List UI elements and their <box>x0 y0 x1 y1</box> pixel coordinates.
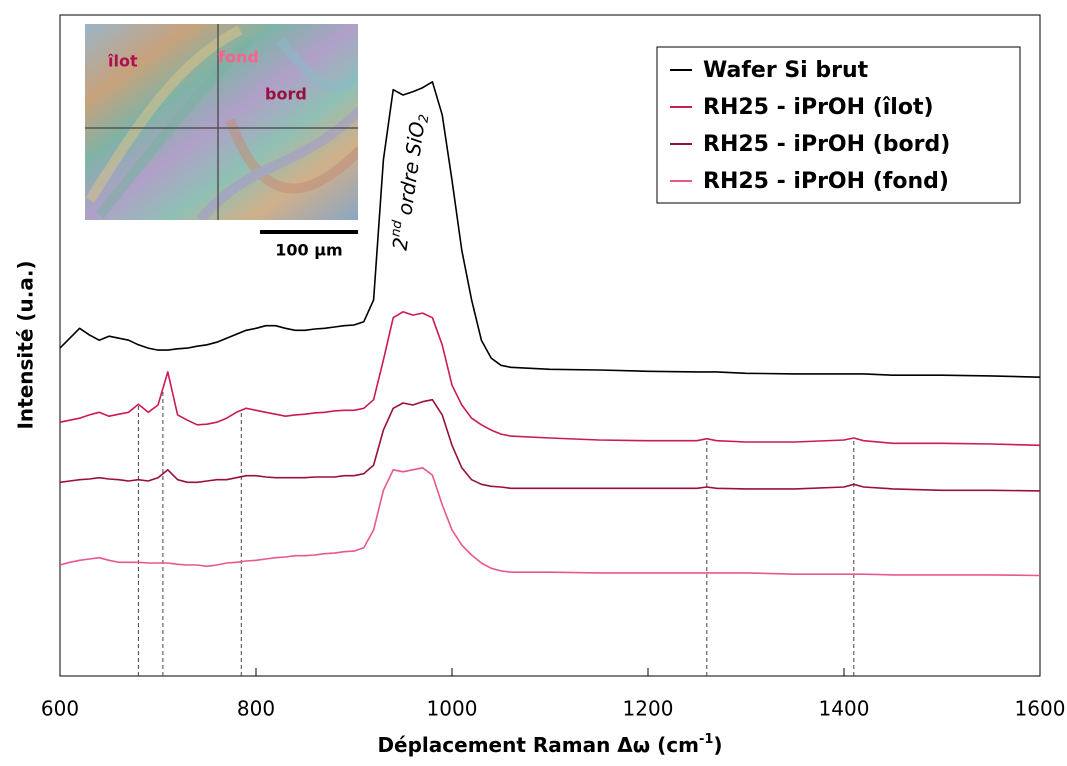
x-tick-label: 1400 <box>819 697 870 721</box>
x-tick-label: 800 <box>237 697 275 721</box>
annotation-sup: nd <box>388 219 405 238</box>
inset: îlot fond bord 100 µm <box>85 24 358 260</box>
plot-frame <box>59 14 1041 677</box>
inset-label: bord <box>265 85 307 104</box>
annotation-part: ordre SiO <box>391 120 429 223</box>
series-line <box>59 311 1041 447</box>
annotation: 2nd ordre SiO2 <box>386 112 432 252</box>
x-axis-title-part: ) <box>713 733 722 757</box>
legend-label: RH25 - iPrOH (bord) <box>703 132 950 157</box>
x-tick-label: 1200 <box>623 697 674 721</box>
x-axis-title-part: Déplacement Raman Δω (cm <box>377 733 699 757</box>
x-tick-label: 600 <box>41 697 79 721</box>
series-line <box>59 398 1041 492</box>
legend <box>656 46 1021 204</box>
legend-label: RH25 - iPrOH (îlot) <box>703 95 934 120</box>
annotation-part: 2 <box>387 236 413 252</box>
legend-label: Wafer Si brut <box>703 58 869 83</box>
series-line <box>59 81 1041 378</box>
x-axis-title: Déplacement Raman Δω (cm-1) <box>377 732 722 757</box>
inset-label: îlot <box>107 52 138 71</box>
inset-label: fond <box>218 48 259 67</box>
x-tick-label: 1600 <box>1015 697 1066 721</box>
y-axis-title: Intensité (u.a.) <box>14 260 38 429</box>
scale-label: 100 µm <box>275 241 342 260</box>
legend-label: RH25 - iPrOH (fond) <box>703 169 949 194</box>
x-axis-title-sup: -1 <box>699 732 713 747</box>
annotation-sub: 2 <box>416 113 432 123</box>
x-tick-label: 1000 <box>427 697 478 721</box>
series-line <box>59 467 1041 577</box>
